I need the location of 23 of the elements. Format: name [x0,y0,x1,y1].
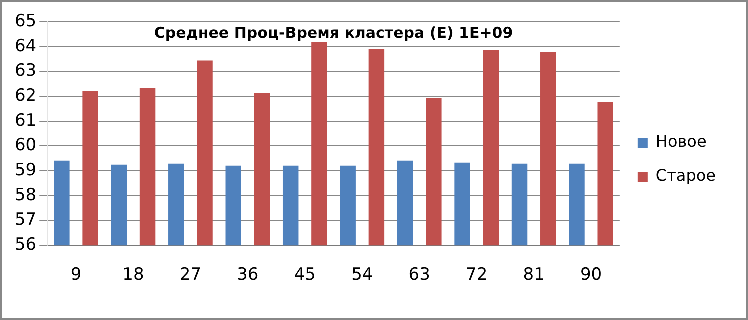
x-tick-label: 54 [352,265,374,286]
x-tick-label: 18 [122,265,144,286]
y-tick-label: 56 [14,235,37,256]
x-tick-label: 45 [294,265,316,286]
x-tick-label: 9 [70,265,82,286]
y-tick-label: 57 [14,210,37,230]
legend-label: Новое [656,132,707,152]
legend-label: Старое [656,166,716,186]
y-tick-label: 64 [14,36,37,56]
y-tick-label: 61 [14,110,37,131]
x-tick-label: 36 [237,265,259,286]
y-tick-label: 63 [14,61,37,82]
x-tick-label: 81 [523,265,545,286]
x-tick-label: 90 [580,265,602,286]
chart-title: Среднее Проц-Время кластера (E) 1E+09 [154,24,514,42]
x-tick-label: 63 [408,265,430,286]
y-tick-label: 65 [14,11,37,32]
y-tick-label: 59 [14,160,37,180]
y-tick-label: 60 [14,136,37,156]
y-tick-label: 62 [14,86,37,106]
y-tick-label: 58 [14,185,37,206]
x-tick-label: 27 [180,265,202,286]
x-tick-label: 72 [466,265,488,286]
